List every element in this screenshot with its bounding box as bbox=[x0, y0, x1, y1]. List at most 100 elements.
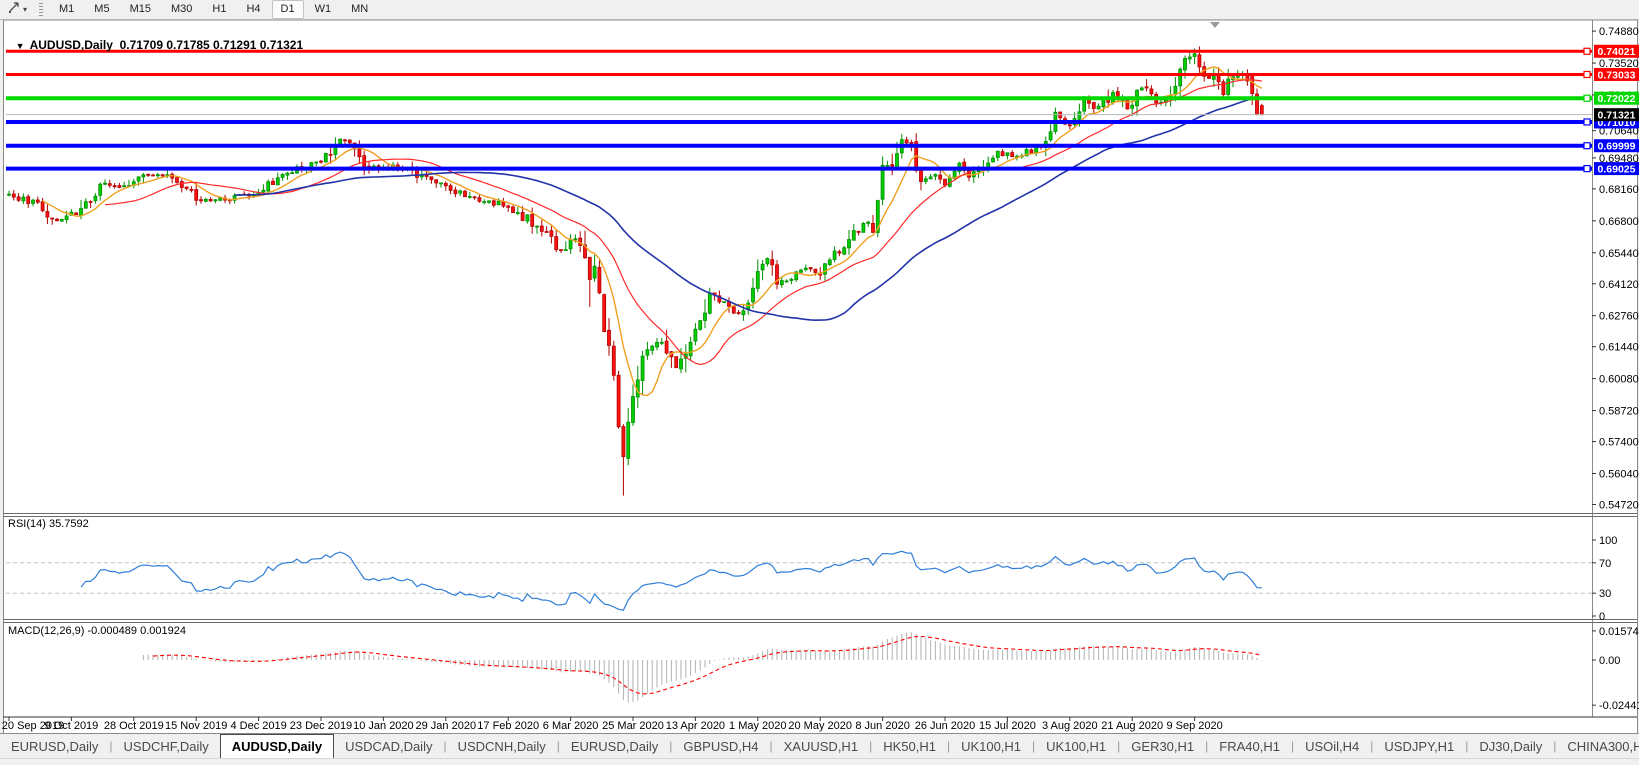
date-label: 26 Jun 2020 bbox=[915, 720, 976, 732]
timeframe-button-m5[interactable]: M5 bbox=[94, 3, 110, 15]
chart-shift-marker-icon[interactable] bbox=[1210, 22, 1220, 28]
tab-eurusd-daily[interactable]: EURUSD,Daily bbox=[11, 738, 99, 754]
date-label: 15 Nov 2019 bbox=[165, 720, 227, 732]
price-tick-label: 0.65440 bbox=[1599, 248, 1639, 260]
tab-uk100-h1[interactable]: UK100,H1 bbox=[961, 738, 1022, 754]
macd-tick-label: 0.015741 bbox=[1599, 626, 1639, 638]
price-tick-label: 0.68160 bbox=[1599, 184, 1639, 196]
date-label: 1 May 2020 bbox=[729, 720, 786, 732]
price-tick-label: 0.58720 bbox=[1599, 406, 1639, 418]
date-label: 13 Apr 2020 bbox=[666, 720, 725, 732]
tab-separator: | bbox=[109, 739, 113, 753]
tab-separator: | bbox=[869, 739, 873, 753]
chart-title: ▼ AUDUSD,Daily 0.71709 0.71785 0.71291 0.… bbox=[9, 24, 303, 52]
price-tick-label: 0.66800 bbox=[1599, 216, 1639, 228]
tab-usdcnh-daily[interactable]: USDCNH,Daily bbox=[457, 738, 546, 754]
timeframe-button-m30[interactable]: M30 bbox=[170, 3, 193, 15]
ma-mid-line bbox=[104, 79, 1262, 366]
rsi-axis[interactable]: 100 70 30 0 bbox=[1592, 535, 1617, 623]
price-tick-label: 0.61440 bbox=[1599, 342, 1639, 354]
date-label: 28 Oct 2019 bbox=[104, 720, 164, 732]
tab-separator: | bbox=[1553, 739, 1557, 753]
price-level-badge-background bbox=[1594, 67, 1639, 81]
tab-eurusd-daily[interactable]: EURUSD,Daily bbox=[570, 738, 659, 754]
price-tick-label: 0.70640 bbox=[1599, 126, 1639, 138]
tab-xauusd-h1[interactable]: XAUUSD,H1 bbox=[783, 738, 859, 754]
level-line-anchor[interactable] bbox=[1583, 70, 1591, 79]
tab-china300-h1[interactable]: CHINA300,H1 bbox=[1567, 738, 1639, 754]
level-line-anchor[interactable] bbox=[1583, 142, 1591, 150]
timeframe-button-w1[interactable]: W1 bbox=[314, 3, 332, 15]
tab-usoil-h4[interactable]: USOil,H4 bbox=[1305, 738, 1360, 754]
price-tick-label: 0.73520 bbox=[1599, 58, 1639, 70]
price-level-badge-background bbox=[1594, 44, 1639, 58]
date-label: 6 Mar 2020 bbox=[543, 720, 599, 732]
price-tick-label: 0.60080 bbox=[1599, 374, 1639, 386]
price-tick-label: 0.54720 bbox=[1599, 499, 1639, 511]
date-label: 3 Aug 2020 bbox=[1042, 720, 1098, 732]
price-level-badge: 0.69999 bbox=[1598, 141, 1636, 153]
price-tick-label: 0.56040 bbox=[1599, 468, 1639, 480]
price-level-badge: 0.69025 bbox=[1598, 163, 1636, 175]
pointer-tool-caret-icon: ▾ bbox=[23, 5, 28, 14]
tab-usdchf-daily[interactable]: USDCHF,Daily bbox=[123, 738, 209, 754]
pointer-tool-icon bbox=[6, 0, 21, 20]
timeframe-button-m1[interactable]: M1 bbox=[59, 3, 75, 15]
price-level-badge: 0.72022 bbox=[1598, 93, 1636, 105]
tab-usdjpy-h1[interactable]: USDJPY,H1 bbox=[1384, 738, 1455, 754]
tab-separator: | bbox=[1032, 739, 1036, 753]
date-label: 23 Dec 2019 bbox=[290, 720, 352, 732]
tab-separator: | bbox=[443, 739, 447, 753]
toolbar-grip[interactable] bbox=[39, 3, 44, 16]
chart-window-background bbox=[3, 20, 1637, 733]
price-level-badge-background bbox=[1594, 162, 1639, 176]
tab-hk50-h1[interactable]: HK50,H1 bbox=[883, 738, 936, 754]
macd-tick-label: -0.024412 bbox=[1599, 700, 1639, 712]
chart-ohlc-values: 0.71709 0.71785 0.71291 0.71321 bbox=[119, 38, 304, 52]
price-axis[interactable]: 0.748800.735200.721600.706400.694800.681… bbox=[1592, 26, 1639, 511]
timeframe-button-m15[interactable]: M15 bbox=[129, 3, 151, 15]
level-line-anchor[interactable] bbox=[1583, 47, 1591, 55]
level-line-anchor[interactable] bbox=[1583, 94, 1591, 102]
date-label: 25 Mar 2020 bbox=[602, 720, 664, 732]
timeframe-button-h1[interactable]: H1 bbox=[212, 3, 227, 15]
timeframe-button-h4[interactable]: H4 bbox=[246, 3, 261, 15]
tab-uk100-h1[interactable]: UK100,H1 bbox=[1046, 738, 1107, 754]
candlesticks bbox=[7, 46, 1264, 496]
title-caret-icon: ▼ bbox=[15, 41, 25, 51]
tab-ger30-h1[interactable]: GER30,H1 bbox=[1131, 738, 1195, 754]
tab-dj30-daily[interactable]: DJ30,Daily bbox=[1479, 738, 1543, 754]
ma-slow-line bbox=[234, 96, 1262, 322]
chart-symbol-period: AUDUSD,Daily bbox=[29, 38, 113, 52]
rsi-line bbox=[80, 550, 1262, 611]
tab-separator: | bbox=[1465, 739, 1469, 753]
ma-fast-line bbox=[42, 66, 1263, 397]
tab-separator: | bbox=[769, 739, 773, 753]
chart-canvas[interactable]: 0.748800.735200.721600.706400.694800.681… bbox=[0, 0, 1639, 733]
tab-separator: | bbox=[669, 739, 673, 753]
date-label: 4 Dec 2019 bbox=[230, 720, 286, 732]
tab-usdcad-daily[interactable]: USDCAD,Daily bbox=[345, 738, 433, 754]
tab-separator: | bbox=[1370, 739, 1374, 753]
macd-axis[interactable]: 0.015741 0.00 -0.024412 bbox=[1592, 626, 1639, 712]
rsi-indicator-label: RSI(14) 35.7592 bbox=[8, 518, 89, 530]
chart-tabs-bar: EURUSD,Daily | USDCHF,Daily AUDUSD,Daily USD… bbox=[0, 733, 1639, 758]
level-line-anchor[interactable] bbox=[1583, 164, 1591, 173]
timeframe-button-d1[interactable]: D1 bbox=[271, 0, 304, 19]
macd-histogram bbox=[142, 632, 1263, 703]
price-level-badge: 0.74021 bbox=[1598, 46, 1636, 58]
tab-separator: | bbox=[1205, 739, 1209, 753]
macd-tick-label: 0.00 bbox=[1599, 655, 1620, 667]
pointer-tool-button[interactable]: ▾ bbox=[2, 1, 31, 18]
date-label: 20 Sep 2019 bbox=[2, 720, 64, 732]
tab-gbpusd-h4[interactable]: GBPUSD,H4 bbox=[683, 738, 759, 754]
tab-audusd-daily[interactable]: AUDUSD,Daily bbox=[219, 734, 335, 758]
price-level-badge-background bbox=[1594, 139, 1639, 153]
level-line-anchor[interactable] bbox=[1583, 118, 1591, 126]
timeframe-button-mn[interactable]: MN bbox=[351, 3, 369, 15]
price-levels bbox=[6, 47, 1592, 173]
rsi-tick-label: 70 bbox=[1599, 558, 1611, 570]
tab-fra40-h1[interactable]: FRA40,H1 bbox=[1219, 738, 1280, 754]
macd-indicator-label: MACD(12,26,9) -0.000489 0.001924 bbox=[8, 625, 186, 637]
